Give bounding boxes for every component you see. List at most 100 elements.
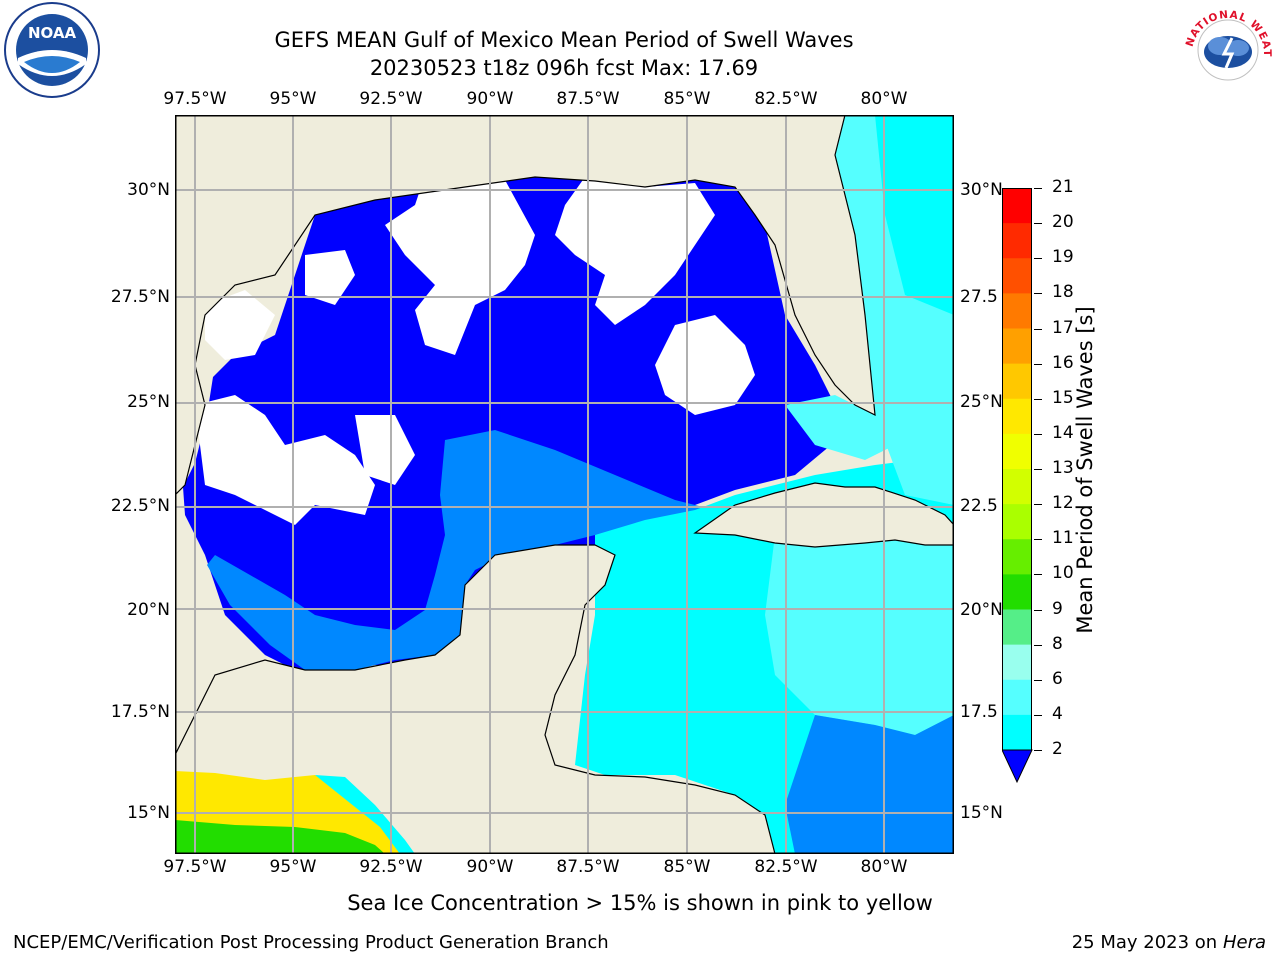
caribbean-midblue (785, 715, 954, 854)
nws-logo: NATIONAL WEATHER SERVICE (1175, 0, 1276, 98)
lon-tick-bottom: 87.5°W (556, 857, 620, 877)
lat-tick-right: 22.5 (960, 496, 998, 516)
colorbar-tick-mark (1034, 328, 1042, 330)
colorbar-extend-triangle (1001, 749, 1033, 784)
noaa-logo: NOAA (4, 2, 100, 98)
pacific-green (175, 820, 385, 854)
colorbar-tick-label: 9 (1052, 598, 1063, 619)
colorbar-tick-mark (1034, 258, 1042, 260)
colorbar-tick-mark (1034, 539, 1042, 541)
colorbar-tick-label: 21 (1052, 177, 1074, 197)
lon-tick-top: 90°W (466, 89, 514, 109)
lon-tick-bottom: 80°W (860, 857, 908, 877)
lon-tick-bottom: 95°W (269, 857, 317, 877)
colorbar-tick-label: 16 (1052, 352, 1074, 373)
colorbar-tick-mark (1034, 609, 1042, 611)
lat-tick-left: 22.5°N (110, 496, 170, 516)
gulf-water (183, 177, 843, 670)
lon-tick-top: 87.5°W (556, 89, 620, 109)
lat-tick-left: 27.5°N (110, 287, 170, 307)
footer-branch: NCEP/EMC/Verification Post Processing Pr… (13, 932, 609, 953)
colorbar-segment (1002, 223, 1032, 259)
colorbar-tick-label: 10 (1052, 563, 1074, 584)
lon-tick-bottom: 82.5°W (754, 857, 818, 877)
lat-tick-left: 20°N (127, 600, 170, 620)
map-frame (175, 115, 954, 854)
lat-tick-right: 30°N (960, 180, 1003, 200)
colorbar-segment (1002, 609, 1032, 646)
us-gulf-coast-land (174, 114, 954, 497)
colorbar-outline (1002, 188, 1032, 751)
lat-tick-right: 27.5 (960, 287, 998, 307)
lon-tick-top: 95°W (269, 89, 317, 109)
gulf-white-patches (195, 175, 755, 525)
colorbar-tick-label: 12 (1052, 493, 1074, 514)
colorbar-segment (1002, 504, 1032, 540)
colorbar-tick-mark (1034, 714, 1042, 716)
colorbar-tick-mark (1034, 504, 1042, 506)
colorbar-segment (1002, 188, 1032, 224)
sea-ice-note: Sea Ice Concentration > 15% is shown in … (347, 891, 933, 915)
colorbar-tick-mark (1034, 433, 1042, 435)
colorbar-tick-mark (1034, 679, 1042, 681)
colorbar-segment (1002, 363, 1032, 400)
lat-tick-right: 17.5 (960, 702, 998, 722)
noaa-logo-text: NOAA (28, 24, 77, 42)
colorbar-segment (1002, 398, 1032, 435)
colorbar-segment (1002, 328, 1032, 365)
lon-tick-bottom: 92.5°W (359, 857, 423, 877)
colorbar-segment (1002, 714, 1032, 751)
footer-host: Hera (1222, 932, 1266, 953)
colorbar-tick-mark (1034, 223, 1042, 225)
gulf-swell-period-map (174, 114, 955, 855)
colorbar-tick-mark (1034, 469, 1042, 470)
footer-date-text: 25 May 2023 on (1071, 932, 1218, 953)
colorbar-tick-label: 2 (1052, 739, 1063, 759)
colorbar-label: Mean Period of Swell Waves [s] (1073, 306, 1097, 634)
colorbar-tick-mark (1034, 188, 1042, 189)
colorbar-tick-mark (1034, 363, 1042, 365)
lat-tick-right: 25°N (960, 392, 1003, 412)
graticule (175, 115, 954, 854)
colorbar-tick-label: 4 (1052, 703, 1063, 724)
lon-tick-bottom: 85°W (663, 857, 711, 877)
lat-tick-right: 20°N (960, 600, 1003, 620)
colorbar-tick-label: 6 (1052, 668, 1063, 689)
colorbar-tick-label: 11 (1052, 528, 1074, 549)
map-panel (174, 114, 955, 855)
colorbar-tick-label: 19 (1052, 247, 1074, 268)
footer-date: 25 May 2023 on Hera (1072, 932, 1266, 953)
lon-tick-top: 97.5°W (163, 89, 227, 109)
colorbar-segment (1002, 539, 1032, 575)
lat-tick-left: 15°N (127, 803, 170, 823)
atlantic-cyan (875, 115, 954, 315)
colorbar-scale (1001, 188, 1033, 784)
lat-tick-left: 25°N (127, 392, 170, 412)
lon-tick-top: 80°W (860, 89, 908, 109)
lat-tick-left: 17.5°N (110, 702, 170, 722)
colorbar-segment (1002, 679, 1032, 716)
colorbar-segment (1002, 574, 1032, 610)
colorbar (1001, 188, 1034, 784)
caribbean-lightcyan (765, 525, 954, 735)
lon-tick-top: 92.5°W (359, 89, 423, 109)
map-title: GEFS MEAN Gulf of Mexico Mean Period of … (274, 28, 854, 52)
lat-tick-left: 30°N (127, 180, 170, 200)
colorbar-tick-mark (1034, 398, 1042, 400)
colorbar-tick-mark (1034, 750, 1042, 751)
colorbar-tick-label: 8 (1052, 633, 1063, 654)
lon-tick-top: 85°W (663, 89, 711, 109)
lon-tick-bottom: 90°W (466, 857, 514, 877)
colorbar-segment (1002, 433, 1032, 470)
lat-tick-right: 15°N (960, 803, 1003, 823)
colorbar-tick-label: 18 (1052, 282, 1074, 303)
colorbar-segment (1002, 258, 1032, 294)
colorbar-tick-label: 17 (1052, 317, 1074, 338)
colorbar-tick-label: 14 (1052, 422, 1074, 443)
lon-tick-top: 82.5°W (754, 89, 818, 109)
lon-tick-bottom: 97.5°W (163, 857, 227, 877)
colorbar-tick-mark (1034, 644, 1042, 646)
colorbar-segment (1002, 644, 1032, 681)
colorbar-tick-label: 15 (1052, 387, 1074, 408)
colorbar-tick-label: 20 (1052, 212, 1074, 233)
